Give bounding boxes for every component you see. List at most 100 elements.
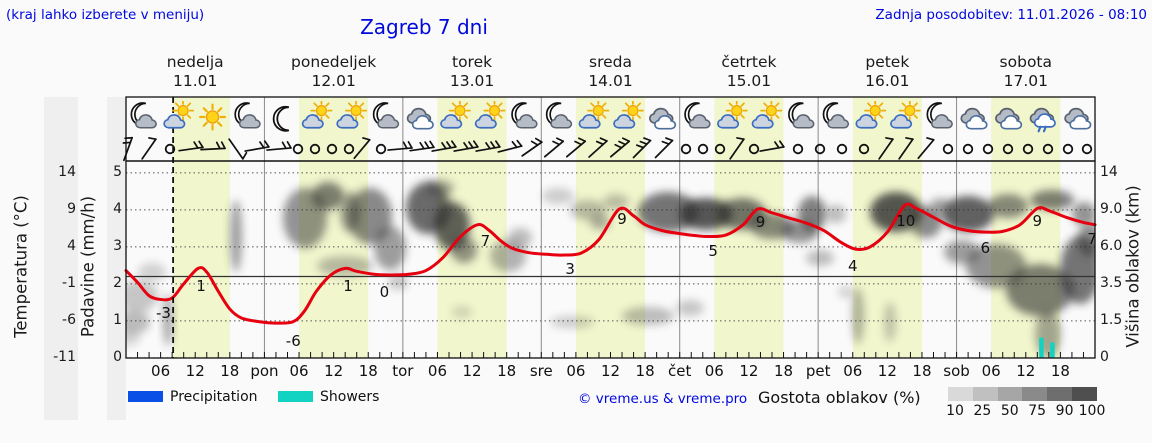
- cloud-density-legend-label: Gostota oblakov (%): [758, 388, 921, 407]
- hour-label: 18: [773, 362, 794, 380]
- moon-cloud-icon: [927, 103, 952, 128]
- day-date: 17.01: [1003, 72, 1048, 90]
- day-abbrev: pon: [250, 362, 279, 380]
- precip-tick: 0: [113, 348, 122, 365]
- cloud-tick: 14: [1100, 163, 1118, 180]
- clouds-icon: [650, 109, 675, 129]
- day-name: nedelja: [166, 53, 224, 71]
- day-header-sobota: sobota 17.01: [1000, 53, 1052, 91]
- chart-frame: [125, 96, 1096, 359]
- hour-label: 06: [289, 362, 309, 380]
- hour-label: 18: [635, 362, 655, 380]
- left-axis-strip-2: [107, 97, 126, 420]
- density-tick: 75: [1028, 403, 1047, 419]
- cloud-tick: 1.5: [1100, 311, 1123, 328]
- cloud-cover-shading: [126, 180, 1095, 358]
- showers-swatch: [278, 391, 313, 402]
- day-header-sreda: sreda 14.01: [588, 53, 632, 91]
- cloud-density-scale: [948, 387, 1097, 401]
- day-date: 16.01: [865, 72, 910, 90]
- temp-value-label: 6: [981, 239, 991, 257]
- day-date: 15.01: [726, 72, 772, 90]
- hour-label: 12: [324, 362, 344, 380]
- precip-tick: 3: [113, 237, 122, 254]
- hour-label: 18: [912, 362, 932, 380]
- day-abbrev: sre: [529, 362, 553, 380]
- precip-tick: 2: [113, 274, 122, 291]
- temp-value-label: -3: [156, 304, 171, 322]
- hour-label: 18: [1050, 362, 1070, 380]
- density-segment: [1022, 387, 1048, 401]
- hour-label: 12: [877, 362, 897, 380]
- day-date: 12.01: [311, 72, 356, 90]
- clouds-icon: [408, 109, 433, 129]
- day-name: torek: [452, 53, 493, 71]
- day-abbrev: sob: [943, 362, 970, 380]
- temp-tick: -11: [53, 348, 76, 365]
- density-tick: 25: [973, 403, 992, 419]
- clouds-icon: [1065, 109, 1090, 129]
- day-header-nedelja: nedelja 11.01: [167, 53, 224, 91]
- day-date: 14.01: [588, 72, 633, 90]
- location-menu-hint[interactable]: (kraj lahko izberete v meniju): [6, 7, 205, 23]
- temp-axis-title: Temperatura (°C): [11, 195, 31, 338]
- precipitation-swatch: [128, 391, 163, 402]
- temp-value-label: 4: [848, 257, 858, 275]
- day-abbrev: pet: [805, 362, 831, 380]
- temp-value-label: 10: [896, 212, 915, 230]
- temp-tick: 9: [67, 200, 76, 217]
- day-header-petek: petek 16.01: [865, 53, 909, 91]
- page-title: Zagreb 7 dni: [360, 15, 488, 39]
- copyright-link[interactable]: © vreme.us & vreme.pro: [578, 391, 748, 407]
- temp-value-label: 0: [380, 283, 390, 301]
- density-tick: 10: [946, 403, 964, 419]
- hour-label: 06: [843, 362, 863, 380]
- day-date: 13.01: [449, 72, 495, 90]
- hour-label: 12: [739, 362, 759, 380]
- day-name: četrtek: [721, 53, 777, 71]
- density-segment: [948, 387, 973, 401]
- day-name: sreda: [589, 53, 632, 71]
- moon-icon: [274, 107, 289, 131]
- day-date: 11.01: [173, 72, 218, 90]
- density-segment: [1047, 387, 1072, 401]
- density-tick: 100: [1078, 403, 1106, 419]
- cloud-tick: 6.0: [1100, 237, 1123, 254]
- density-segment: [1071, 387, 1097, 401]
- hour-label: 12: [1016, 362, 1036, 380]
- moon-cloud-icon: [685, 103, 710, 128]
- precip-tick: 1: [113, 311, 122, 328]
- cloud-tick: 3.5: [1100, 274, 1123, 291]
- day-name: petek: [865, 53, 910, 71]
- hour-label: 18: [220, 362, 240, 380]
- temp-tick: -6: [62, 311, 76, 328]
- clouds-icon: [961, 109, 986, 129]
- day-header-ponedeljek: ponedeljek 12.01: [291, 53, 376, 91]
- day-abbrev: tor: [392, 362, 414, 380]
- precipitation-label: Precipitation: [170, 389, 258, 405]
- showers-label: Showers: [320, 389, 380, 405]
- temp-value-label: 9: [756, 213, 766, 231]
- day-name: sobota: [999, 53, 1053, 71]
- day-header-četrtek: četrtek 15.01: [721, 53, 776, 91]
- hour-label: 12: [462, 362, 482, 380]
- hour-label: 12: [185, 362, 205, 380]
- wind-barbs-row: [122, 136, 1093, 162]
- temp-value-label: -6: [286, 332, 301, 350]
- density-tick: 90: [1055, 403, 1074, 419]
- temp-value-label: 1: [196, 277, 206, 295]
- temp-tick: 14: [58, 163, 76, 180]
- temp-value-label: 9: [1033, 212, 1043, 230]
- temp-tick: -1: [62, 274, 76, 291]
- precip-tick: 5: [113, 163, 122, 180]
- precip-tick: 4: [113, 200, 122, 217]
- day-abbrev: čet: [668, 362, 692, 380]
- temp-tick: 4: [67, 237, 76, 254]
- hour-label: 18: [497, 362, 517, 380]
- moon-cloud-icon: [824, 103, 849, 128]
- moon-cloud-icon: [235, 103, 260, 128]
- day-header-torek: torek 13.01: [450, 53, 494, 91]
